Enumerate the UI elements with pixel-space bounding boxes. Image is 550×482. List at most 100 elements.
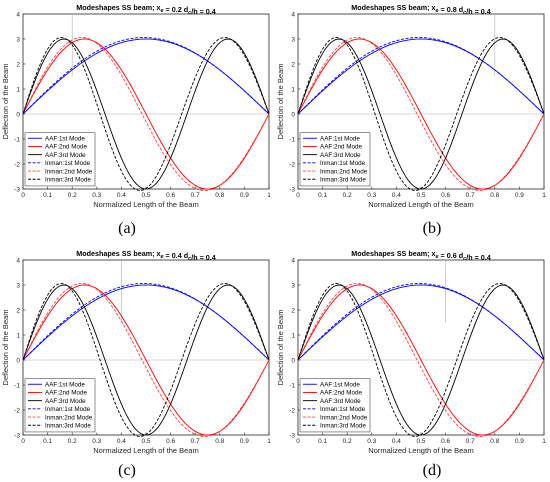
caption-d: (d) xyxy=(422,462,442,479)
chart-b-legend-box xyxy=(299,132,371,187)
caption-b: (b) xyxy=(422,220,442,237)
chart-a-xtick-label: 0.8 xyxy=(215,192,224,199)
chart-b-ytick-label: -3 xyxy=(289,186,295,193)
chart-a-xtick-label: 0.9 xyxy=(240,192,249,199)
chart-b-xtick-label: 0.1 xyxy=(318,192,327,199)
chart-b-ytick-label: 2 xyxy=(291,61,295,68)
chart-b-xtick-label: 0.4 xyxy=(392,192,401,199)
chart-d-ytick-label: -2 xyxy=(289,407,295,414)
chart-c-ytick-label: 0 xyxy=(16,357,20,364)
chart-b-title: Modeshapes SS beam; xe = 0.8 dc/h = 0.4 xyxy=(351,3,491,16)
chart-a-ytick-label: 1 xyxy=(16,86,20,93)
chart-b-ytick-label: 1 xyxy=(291,86,295,93)
chart-panel-a: 0 0.1 0.2 0.3 0.4 0.5 0.6 0.7 0.8 0.9 1 -3 -2 -1 0 1 2 3 4… xyxy=(1,3,271,209)
chart-panel-b: 0 0.1 0.2 0.3 0.4 0.5 0.6 0.7 0.8 0.9 1 -3 -2 -1 0 1 2 3 4… xyxy=(276,3,546,209)
chart-a-xtick-label: 0.2 xyxy=(68,192,77,199)
chart-c-title: Modeshapes SS beam; xe = 0.4 dc/h = 0.4 xyxy=(76,249,216,262)
chart-d-xtick-label: 0.9 xyxy=(515,438,524,445)
chart-d-title: Modeshapes SS beam; xe = 0.6 dc/h = 0.4 xyxy=(351,249,491,262)
chart-a-legend-entry: AAF:2nd Mode xyxy=(45,144,88,151)
chart-b-xtick-label: 1 xyxy=(542,192,546,199)
chart-c-series-group xyxy=(22,283,270,437)
chart-a-xtick-label: 0 xyxy=(21,192,25,199)
chart-a-legend-entry: Inman:1st Mode xyxy=(45,160,91,167)
chart-c-legend-entry: AAF:3rd Mode xyxy=(45,398,86,405)
chart-a-ytick-label: -1 xyxy=(14,136,20,143)
chart-c-series-line-6 xyxy=(22,283,270,437)
chart-d-legend-entry: Inman:2nd Mode xyxy=(320,414,368,421)
chart-a-title: Modeshapes SS beam; xe = 0.2 dc/h = 0.4 xyxy=(76,3,216,16)
chart-b-xtick-label: 0.5 xyxy=(416,192,425,199)
chart-d-series-group xyxy=(297,283,545,437)
chart-a-ytick-label: 4 xyxy=(16,11,20,18)
chart-b-xtick-label: 0.8 xyxy=(490,192,499,199)
chart-d-ytick-label: -3 xyxy=(289,432,295,439)
chart-c-xtick-label: 0 xyxy=(21,438,25,445)
chart-d-legend-entry: AAF:3rd Mode xyxy=(320,398,361,405)
chart-c-ytick-label: 2 xyxy=(16,307,20,314)
chart-b-legend-entry: Inman:2nd Mode xyxy=(320,168,368,175)
chart-d-xtick-label: 0.1 xyxy=(318,438,327,445)
chart-a-series-line-5 xyxy=(22,37,270,191)
chart-b-series-group xyxy=(297,37,545,191)
caption-c: (c) xyxy=(118,462,136,479)
chart-a-xtick-label: 0.7 xyxy=(191,192,200,199)
chart-d-series-line-6 xyxy=(297,283,545,437)
chart-c-xtick-label: 0.8 xyxy=(215,438,224,445)
chart-a-legend-box xyxy=(24,132,96,187)
chart-c-ticks: 0 0.1 0.2 0.3 0.4 0.5 0.6 0.7 0.8 0.9 1 -3 -2 -1 0 1 2 3 4 xyxy=(14,257,271,445)
chart-b-ytick-label: 3 xyxy=(291,36,295,43)
chart-d-ytick-label: 2 xyxy=(291,307,295,314)
chart-c-legend-entry: Inman:3rd Mode xyxy=(45,422,91,429)
chart-d-xtick-label: 0.2 xyxy=(343,438,352,445)
chart-a-legend-entry: AAF:3rd Mode xyxy=(45,152,86,159)
chart-b-ytick-label: -2 xyxy=(289,161,295,168)
chart-a-ticks: 0 0.1 0.2 0.3 0.4 0.5 0.6 0.7 0.8 0.9 1 -3 -2 -1 0 1 2 3 4 xyxy=(14,11,271,199)
chart-c-series-line-5 xyxy=(22,283,270,437)
chart-d-legend-entry: Inman:1st Mode xyxy=(320,406,366,413)
chart-d-xtick-label: 0.7 xyxy=(466,438,475,445)
chart-b-ylabel: Deflection of the Beam xyxy=(276,64,285,140)
chart-c-ylabel: Deflection of the Beam xyxy=(1,310,10,386)
chart-a-xtick-label: 1 xyxy=(267,192,271,199)
chart-a-ytick-label: -3 xyxy=(14,186,20,193)
chart-d-xtick-label: 0.4 xyxy=(392,438,401,445)
chart-b-ytick-label: 0 xyxy=(291,111,295,118)
chart-c-xtick-label: 1 xyxy=(267,438,271,445)
chart-b-xtick-label: 0.6 xyxy=(441,192,450,199)
chart-d-legend-entry: Inman:3rd Mode xyxy=(320,422,366,429)
chart-b-legend-entry: AAF:2nd Mode xyxy=(320,144,363,151)
chart-a-xtick-label: 0.1 xyxy=(43,192,52,199)
chart-d-legend-entry: AAF:1st Mode xyxy=(320,381,360,388)
chart-a-xtick-label: 0.3 xyxy=(92,192,101,199)
chart-panel-c: 0 0.1 0.2 0.3 0.4 0.5 0.6 0.7 0.8 0.9 1 -3 -2 -1 0 1 2 3 4… xyxy=(1,249,271,455)
chart-b-series-line-6 xyxy=(297,37,545,191)
chart-d-xtick-label: 0.8 xyxy=(490,438,499,445)
chart-c-legend-entry: Inman:1st Mode xyxy=(45,406,91,413)
chart-d-series-line-4 xyxy=(297,283,545,361)
chart-c-xtick-label: 0.2 xyxy=(68,438,77,445)
chart-a-legend-entry: Inman:2nd Mode xyxy=(45,168,93,175)
chart-d-legend-entry: AAF:2nd Mode xyxy=(320,390,363,397)
chart-c-xtick-label: 0.4 xyxy=(117,438,126,445)
chart-c-ytick-label: -3 xyxy=(14,432,20,439)
chart-b-ticks: 0 0.1 0.2 0.3 0.4 0.5 0.6 0.7 0.8 0.9 1 -3 -2 -1 0 1 2 3 4 xyxy=(289,11,546,199)
chart-a-xlabel: Normalized Length of the Beam xyxy=(93,200,198,209)
chart-b-xtick-label: 0.2 xyxy=(343,192,352,199)
chart-a-ytick-label: 3 xyxy=(16,36,20,43)
chart-c-xtick-label: 0.3 xyxy=(92,438,101,445)
chart-c-series-line-2 xyxy=(22,284,270,436)
chart-d-ytick-label: -1 xyxy=(289,382,295,389)
chart-d-xtick-label: 0 xyxy=(296,438,300,445)
caption-a: (a) xyxy=(118,220,136,237)
chart-c-xtick-label: 0.1 xyxy=(43,438,52,445)
chart-d-series-line-5 xyxy=(297,283,545,437)
chart-b-xtick-label: 0.3 xyxy=(367,192,376,199)
chart-d-ytick-label: 1 xyxy=(291,332,295,339)
chart-c-series-line-4 xyxy=(22,283,270,361)
chart-a-legend-entry: AAF:1st Mode xyxy=(45,135,85,142)
